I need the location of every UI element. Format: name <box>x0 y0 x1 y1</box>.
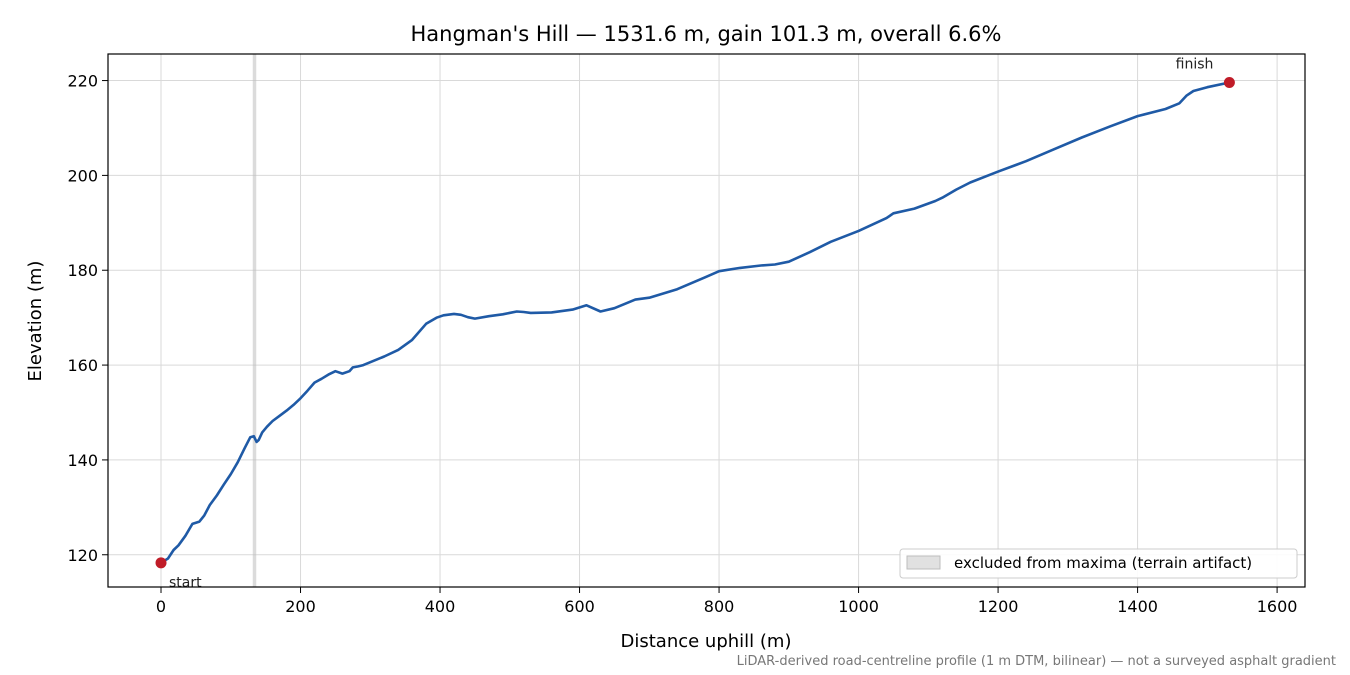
excluded-band <box>252 54 257 587</box>
x-tick-label: 1200 <box>978 597 1019 616</box>
footnote: LiDAR-derived road-centreline profile (1… <box>737 654 1336 669</box>
finish-point <box>1223 76 1235 88</box>
x-tick-label: 1400 <box>1117 597 1158 616</box>
legend: excluded from maxima (terrain artifact) <box>899 548 1298 579</box>
legend-entry: excluded from maxima (terrain artifact) <box>954 554 1252 572</box>
x-tick-label: 400 <box>425 597 456 616</box>
chart-title: Hangman's Hill — 1531.6 m, gain 101.3 m,… <box>411 22 1002 46</box>
finish-label: finish <box>1176 56 1214 72</box>
y-tick-label: 220 <box>67 72 98 91</box>
series-layer <box>159 81 1231 565</box>
start-point <box>155 557 167 569</box>
excluded-band-layer <box>252 54 257 587</box>
x-tick-label: 800 <box>704 597 735 616</box>
start-label: start <box>169 575 202 591</box>
y-tick-label: 140 <box>67 451 98 470</box>
x-tick-label: 1600 <box>1257 597 1298 616</box>
x-axis-label: Distance uphill (m) <box>621 631 792 652</box>
y-axis-label: Elevation (m) <box>25 261 46 382</box>
x-tick-label: 600 <box>564 597 595 616</box>
x-tick-label: 0 <box>156 597 166 616</box>
x-tick-label: 200 <box>285 597 316 616</box>
y-tick-label: 180 <box>67 261 98 280</box>
x-tick-label: 1000 <box>838 597 879 616</box>
y-tick-label: 160 <box>67 356 98 375</box>
grid <box>108 54 1305 587</box>
y-axis-ticks: 120 140 160 180 200 220 <box>67 72 108 565</box>
legend-swatch-excluded <box>906 555 941 570</box>
y-tick-label: 120 <box>67 546 98 565</box>
points-layer: start finish <box>155 56 1235 591</box>
legend-box <box>899 548 1298 579</box>
plot-frame <box>107 53 1306 588</box>
x-axis-ticks: 0 200 400 600 800 1000 1200 1400 1600 <box>156 587 1298 616</box>
y-tick-label: 200 <box>67 166 98 185</box>
elevation-series-line <box>159 81 1231 565</box>
